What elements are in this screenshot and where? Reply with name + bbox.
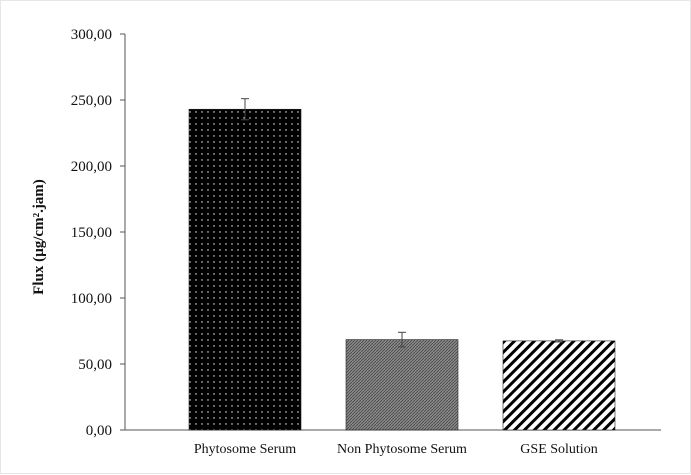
y-tick-label: 50,00	[78, 357, 112, 373]
x-category-label: Phytosome Serum	[194, 442, 296, 457]
y-tick-label: 200,00	[71, 159, 112, 175]
y-axis-title: Flux (µg/cm².jam)	[31, 179, 47, 295]
y-tick-label: 0,00	[86, 423, 112, 439]
x-category-label: GSE Solution	[520, 442, 597, 457]
y-tick-label: 150,00	[71, 225, 112, 241]
x-category-label: Non Phytosome Serum	[337, 442, 467, 457]
y-tick-label: 250,00	[71, 93, 112, 109]
bar-gse-solution	[502, 340, 616, 431]
y-tick-label: 100,00	[71, 291, 112, 307]
y-tick-label: 300,00	[71, 27, 112, 43]
bar-phytosome-serum	[188, 108, 302, 431]
bar-non-phytosome-serum	[345, 339, 459, 431]
